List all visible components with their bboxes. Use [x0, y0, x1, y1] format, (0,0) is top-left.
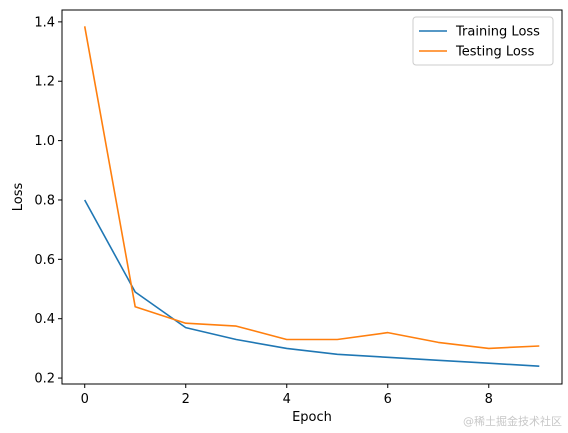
plot-area	[62, 10, 562, 384]
y-tick-label: 0.2	[34, 372, 55, 387]
x-tick-label: 2	[182, 392, 190, 407]
x-tick-label: 8	[485, 392, 493, 407]
x-tick-label: 6	[384, 392, 392, 407]
axis-ticks: 0 2 4 6 8 0.2 0.4 0.6 0.8 1.0 1.2 1.4	[34, 15, 493, 407]
y-tick-label: 1.2	[34, 75, 55, 90]
series-line-training-loss	[83, 199, 540, 367]
y-tick-label: 1.0	[34, 134, 55, 149]
y-axis-label: Loss	[11, 183, 26, 212]
legend-box	[412, 16, 554, 66]
x-axis-label: Epoch	[292, 410, 332, 425]
x-tick-label: 4	[283, 392, 291, 407]
y-tick-label: 0.6	[34, 253, 55, 268]
plot-frame	[61, 9, 563, 385]
legend-label: Testing Loss	[455, 45, 535, 60]
series-lines	[83, 26, 540, 367]
series-line-testing-loss	[83, 26, 540, 350]
y-tick-label: 1.4	[34, 15, 55, 30]
x-tick-label: 0	[81, 392, 89, 407]
y-tick-label: 0.8	[34, 193, 55, 208]
legend-label: Training Loss	[455, 25, 540, 40]
y-tick-label: 0.4	[34, 312, 55, 327]
legend: Training Loss Testing Loss	[412, 16, 554, 66]
watermark: @稀土掘金技术社区	[463, 415, 562, 428]
